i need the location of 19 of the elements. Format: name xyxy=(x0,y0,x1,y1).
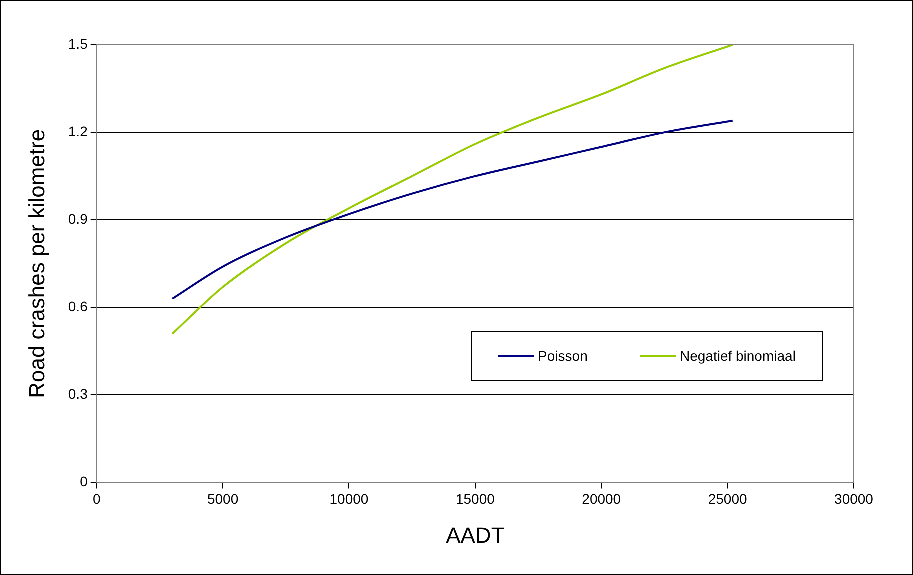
line-series xyxy=(172,120,734,300)
line-series xyxy=(172,45,734,335)
y-tick-label: 1.2 xyxy=(68,123,88,140)
y-tick-label: 0.9 xyxy=(68,210,88,227)
x-tick-label: 5000 xyxy=(207,491,239,508)
y-tick-label: 0 xyxy=(80,474,88,490)
x-axis-title: AADT xyxy=(446,522,505,548)
x-tick-label: 15000 xyxy=(456,491,496,508)
x-tick-label: 10000 xyxy=(330,491,369,508)
x-tick-label: 25000 xyxy=(708,491,748,508)
y-axis-title: Road crashes per kilometre xyxy=(24,129,50,398)
legend-label: Poisson xyxy=(538,348,588,364)
y-tick-label: 0.3 xyxy=(68,386,88,402)
x-tick-label: 30000 xyxy=(834,491,874,508)
y-tick-label: 0.6 xyxy=(68,298,88,315)
x-tick-label: 20000 xyxy=(582,491,622,508)
legend-label: Negatief binomiaal xyxy=(680,348,796,364)
y-tick-label: 1.5 xyxy=(68,36,88,52)
x-tick-label: 0 xyxy=(92,491,101,508)
